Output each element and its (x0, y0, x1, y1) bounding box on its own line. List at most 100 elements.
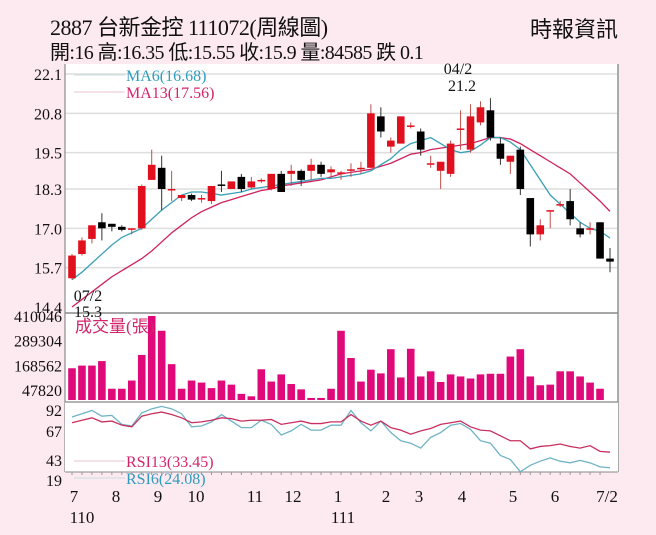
volume-bar (486, 373, 495, 400)
volume-bar (426, 371, 435, 400)
rsi-axis-ticks: 92 67 43 19 (46, 403, 62, 490)
volume-tick-label: 410046 (14, 309, 62, 326)
candle (108, 223, 116, 227)
volume-bar (576, 376, 584, 400)
volume-bar (257, 369, 266, 400)
volume-bar (207, 388, 216, 400)
ma-legend: MA6(16.68) MA13(17.56) (74, 68, 214, 102)
candle (466, 116, 475, 150)
price-tick-label: 15.7 (34, 261, 62, 278)
candle (247, 181, 256, 188)
candle (446, 143, 455, 174)
candle (596, 222, 604, 259)
candle (157, 167, 166, 189)
candle (586, 228, 594, 230)
volume-bars (68, 316, 604, 400)
price-axis-ticks: 22.1 20.8 19.5 18.3 17.0 15.7 14.4 (34, 67, 62, 317)
x-tick-label: 2 (382, 487, 391, 506)
candle (317, 164, 325, 174)
x-tick-label: 6 (551, 487, 560, 506)
volume-bar (297, 389, 305, 400)
ma6-legend: MA6(16.68) (126, 68, 206, 85)
x-tick-label: 10 (188, 487, 205, 506)
volume-tick-label: 168562 (14, 358, 62, 375)
candle (606, 258, 614, 262)
candle (137, 185, 146, 229)
rsi13-legend: RSI13(33.45) (126, 454, 214, 471)
volume-bar (436, 381, 445, 400)
candle (118, 226, 126, 230)
candle (207, 185, 216, 202)
x-tick-label: 1 (334, 487, 343, 506)
candle (566, 201, 574, 220)
candle (506, 155, 515, 162)
candle (88, 225, 96, 239)
candle (177, 195, 186, 199)
volume-bar (456, 376, 465, 400)
price-tick-label: 17.0 (34, 221, 62, 238)
volume-bar (287, 384, 295, 400)
rsi6-line (71, 405, 611, 473)
rsi-lines (71, 405, 611, 473)
volume-bar (317, 397, 325, 400)
volume-tick-label: 289304 (14, 334, 62, 351)
volume-bar (237, 393, 246, 400)
candle (516, 149, 525, 189)
high-value-annotation: 21.2 (448, 78, 476, 95)
candle (436, 161, 445, 171)
volume-bar (566, 371, 574, 400)
candle (217, 184, 226, 186)
volume-bar (307, 397, 315, 400)
high-date-annotation: 04/2 (444, 61, 472, 78)
price-tick-label: 20.8 (34, 106, 62, 123)
volume-bar (137, 354, 146, 400)
chart-title: 2887 台新金控 111072(周線圖) (50, 15, 328, 40)
volume-bar (108, 388, 116, 400)
candle (307, 164, 315, 171)
volume-bar (377, 373, 385, 400)
candle (476, 107, 485, 123)
volume-bar (406, 348, 415, 400)
volume-bar (476, 374, 485, 400)
volume-bar (506, 356, 515, 400)
volume-bar (546, 384, 555, 400)
x-tick-label: 9 (154, 487, 163, 506)
candle (556, 204, 564, 206)
candle (406, 125, 415, 127)
volume-bar (556, 371, 564, 400)
volume-bar (98, 361, 106, 400)
volume-bar (88, 365, 96, 400)
rsi-tick-label: 92 (46, 403, 62, 420)
volume-bar (327, 388, 335, 400)
volume-bar (516, 349, 525, 400)
volume-bar (416, 376, 425, 400)
volume-bar (147, 316, 156, 400)
candle (337, 172, 345, 174)
volume-bar (496, 373, 505, 400)
low-date-annotation: 07/2 (74, 288, 102, 305)
ma13-legend: MA13(17.56) (126, 85, 214, 102)
candle (327, 169, 335, 173)
volume-axis-ticks: 410046 289304 168562 47820 (14, 309, 62, 400)
volume-bar (227, 384, 236, 400)
candle (426, 163, 435, 165)
candle (167, 188, 176, 191)
volume-bar (217, 380, 226, 400)
candle (277, 173, 286, 193)
candle (536, 225, 545, 235)
volume-bar (367, 369, 375, 400)
rsi-panel (65, 402, 618, 472)
volume-bar (247, 396, 256, 400)
candle (396, 116, 405, 144)
price-summary: 開:16 高:16.35 低:15.55 收:15.9 量:84585 跌 0.… (50, 42, 424, 64)
candle (367, 113, 375, 168)
candle (78, 240, 86, 255)
candle (257, 179, 266, 182)
candle (237, 176, 246, 189)
x-tick-label: 5 (509, 487, 518, 506)
candle (197, 198, 206, 200)
x-tick-label: 7/2 (596, 487, 618, 506)
volume-bar (68, 368, 76, 400)
candle (287, 170, 295, 174)
